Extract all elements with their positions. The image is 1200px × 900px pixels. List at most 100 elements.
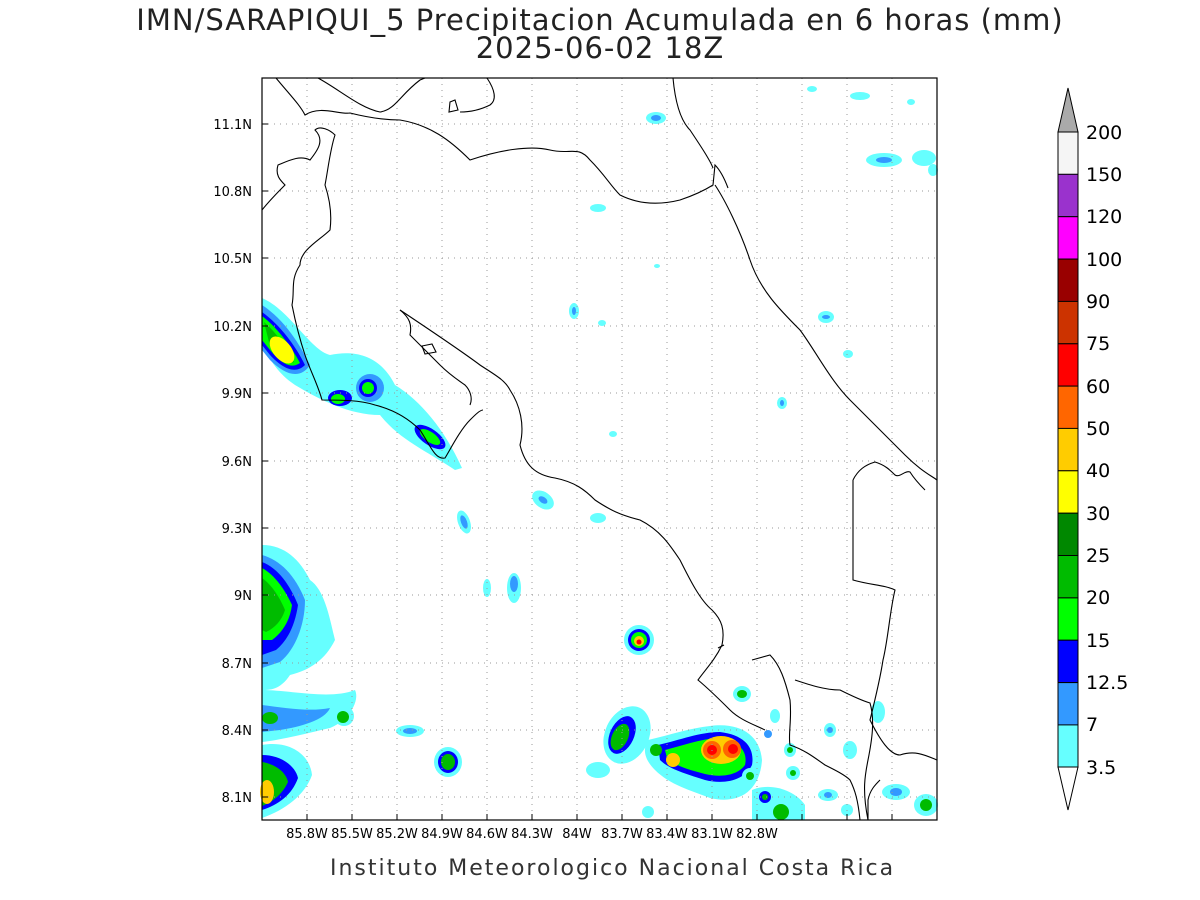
lon-tick-label: 85.2W	[376, 827, 418, 842]
lat-tick-label: 8.1N	[222, 791, 252, 806]
colorbar-label: 75	[1086, 333, 1110, 355]
rain-cell	[928, 164, 938, 176]
golfo-dulce	[794, 679, 874, 821]
lon-tick-label: 83.4W	[646, 827, 688, 842]
rain-cell	[787, 747, 793, 753]
rain-cell	[822, 315, 830, 319]
footer-credit: Instituto Meteorologico Nacional Costa R…	[330, 856, 896, 881]
nicaragua-border	[275, 77, 729, 204]
lat-tick-label: 9N	[234, 589, 252, 604]
panama-border	[852, 461, 938, 761]
lat-tick-label: 9.9N	[222, 387, 252, 402]
rain-cell	[843, 350, 853, 358]
lat-tick-label: 8.4N	[222, 724, 252, 739]
rain-cell	[780, 400, 784, 406]
rain-cell	[890, 788, 902, 796]
lat-axis-labels: 11.1N 10.8N 10.5N 10.2N 9.9N 9.6N 9.3N 9…	[213, 118, 252, 806]
lon-tick-label: 84.9W	[421, 827, 463, 842]
map-grid	[262, 78, 937, 820]
colorbar-label: 20	[1086, 587, 1110, 609]
colorbar-labels: 200 150 120 100 90 75 60 50 40 30 25 20 …	[1086, 122, 1128, 779]
rain-cell	[912, 150, 936, 166]
rain-cell	[262, 705, 330, 732]
rain-cell	[590, 513, 606, 523]
colorbar-label: 120	[1086, 206, 1122, 228]
rain-cell	[650, 744, 662, 756]
colorbar-label: 40	[1086, 460, 1110, 482]
colorbar-swatch	[1057, 131, 1079, 175]
rain-cell	[907, 99, 915, 105]
rain-cell	[920, 799, 932, 811]
map-subtitle-date: 2025-06-02 18Z	[475, 31, 725, 65]
lon-tick-label: 83.1W	[691, 827, 733, 842]
nicoya-island	[421, 343, 437, 355]
lat-tick-label: 10.8N	[213, 185, 252, 200]
lon-tick-label: 85.8W	[286, 827, 328, 842]
rain-cell	[331, 394, 345, 404]
colorbar-swatch	[1057, 555, 1079, 599]
caribbean-coast	[672, 77, 938, 481]
colorbar-label: 3.5	[1086, 757, 1116, 779]
burica-coast	[867, 779, 881, 820]
rain-cell	[636, 639, 642, 645]
rain-cell	[773, 804, 789, 820]
lon-tick-label: 84W	[562, 827, 592, 842]
rain-cell	[609, 431, 617, 437]
rain-cell	[362, 382, 374, 394]
colorbar-swatch	[1057, 343, 1079, 387]
colorbar: 200 150 120 100 90 75 60 50 40 30 25 20 …	[1057, 87, 1128, 811]
rain-cell	[762, 794, 768, 800]
map-frame	[261, 77, 938, 821]
rain-cell	[651, 115, 661, 121]
rain-cell	[654, 264, 660, 268]
rain-cell	[737, 690, 747, 698]
lat-tick-label: 8.7N	[222, 657, 252, 672]
colorbar-top-arrow	[1057, 87, 1079, 133]
lon-tick-label: 84.6W	[466, 827, 508, 842]
rain-cell	[598, 320, 606, 326]
lat-tick-label: 9.6N	[222, 455, 252, 470]
colorbar-swatch	[1057, 427, 1079, 472]
lon-axis-labels: 85.8W 85.5W 85.2W 84.9W 84.6W 84.3W 84W …	[286, 827, 778, 842]
rain-cell	[871, 701, 885, 723]
colorbar-label: 150	[1086, 164, 1122, 186]
rain-cell	[260, 780, 274, 804]
colorbar-label: 12.5	[1086, 672, 1128, 694]
rain-cell	[460, 515, 468, 529]
nicaragua-coast-upper	[317, 77, 426, 113]
central-pacific-coast	[399, 309, 766, 731]
colorbar-swatch	[1057, 385, 1079, 430]
rain-cell	[790, 770, 796, 776]
axis-ticks	[262, 123, 893, 820]
rain-cell	[586, 762, 610, 778]
rain-cell	[642, 806, 654, 818]
island	[448, 99, 459, 113]
rain-cell	[610, 723, 630, 751]
rain-cell	[419, 428, 441, 446]
lon-tick-label: 82.8W	[736, 827, 778, 842]
osa-peninsula	[751, 654, 861, 821]
colorbar-label: 90	[1086, 291, 1110, 313]
colorbar-label: 200	[1086, 122, 1122, 144]
colorbar-label: 60	[1086, 376, 1110, 398]
lake-shore	[459, 77, 495, 113]
rain-cell	[337, 711, 349, 723]
rain-cell	[770, 709, 780, 723]
rain-cell	[728, 744, 738, 754]
colorbar-swatches	[1057, 131, 1079, 768]
colorbar-swatch	[1057, 470, 1079, 514]
rain-cell	[572, 307, 576, 315]
rain-cell	[590, 204, 606, 212]
rain-cell	[262, 578, 285, 632]
rain-cell	[403, 728, 417, 734]
colorbar-swatch	[1057, 597, 1079, 641]
rain-cell	[441, 754, 455, 770]
pacific-west-coast	[261, 127, 484, 459]
colorbar-label: 50	[1086, 418, 1110, 440]
colorbar-label: 15	[1086, 630, 1110, 652]
lat-tick-label: 10.2N	[213, 320, 252, 335]
colorbar-swatch	[1057, 512, 1079, 557]
colorbar-bottom-arrow	[1057, 766, 1079, 811]
colorbar-swatch	[1057, 724, 1079, 768]
